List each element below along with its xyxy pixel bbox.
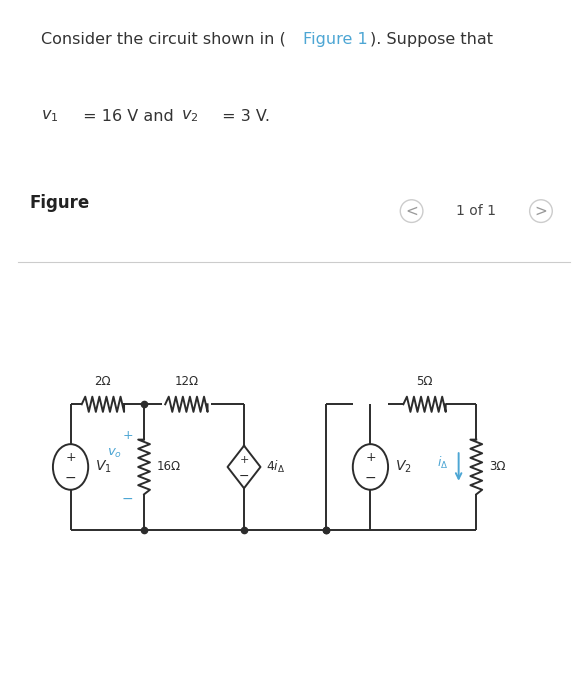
Text: −: − — [122, 492, 133, 506]
Text: 16Ω: 16Ω — [157, 460, 181, 473]
Text: = 16 V and: = 16 V and — [78, 109, 179, 123]
Text: Figure 1: Figure 1 — [303, 32, 368, 47]
Text: +: + — [122, 429, 133, 441]
Text: ). Suppose that: ). Suppose that — [370, 32, 493, 47]
Text: = 3 V.: = 3 V. — [217, 109, 270, 123]
Text: 12Ω: 12Ω — [174, 375, 199, 388]
Text: $v_o$: $v_o$ — [107, 447, 122, 460]
Text: Figure: Figure — [29, 194, 89, 212]
Text: 3Ω: 3Ω — [489, 460, 506, 473]
Text: 4$i_\Delta$: 4$i_\Delta$ — [266, 459, 286, 475]
Text: −: − — [239, 470, 249, 483]
Text: −: − — [65, 470, 76, 485]
Text: +: + — [365, 452, 376, 464]
Text: $v_1$: $v_1$ — [41, 109, 59, 124]
Text: $V_2$: $V_2$ — [395, 459, 412, 475]
Text: <: < — [405, 204, 418, 218]
Text: $i_\Delta$: $i_\Delta$ — [437, 455, 448, 471]
Text: >: > — [534, 204, 547, 218]
Text: $v_2$: $v_2$ — [181, 109, 198, 124]
Text: 5Ω: 5Ω — [416, 375, 433, 388]
Text: Consider the circuit shown in (: Consider the circuit shown in ( — [41, 32, 286, 47]
Text: +: + — [65, 452, 76, 464]
Text: 2Ω: 2Ω — [95, 375, 111, 388]
Text: $V_1$: $V_1$ — [95, 459, 112, 475]
Text: −: − — [365, 470, 376, 485]
Text: +: + — [239, 455, 249, 465]
Text: 1 of 1: 1 of 1 — [456, 204, 496, 218]
